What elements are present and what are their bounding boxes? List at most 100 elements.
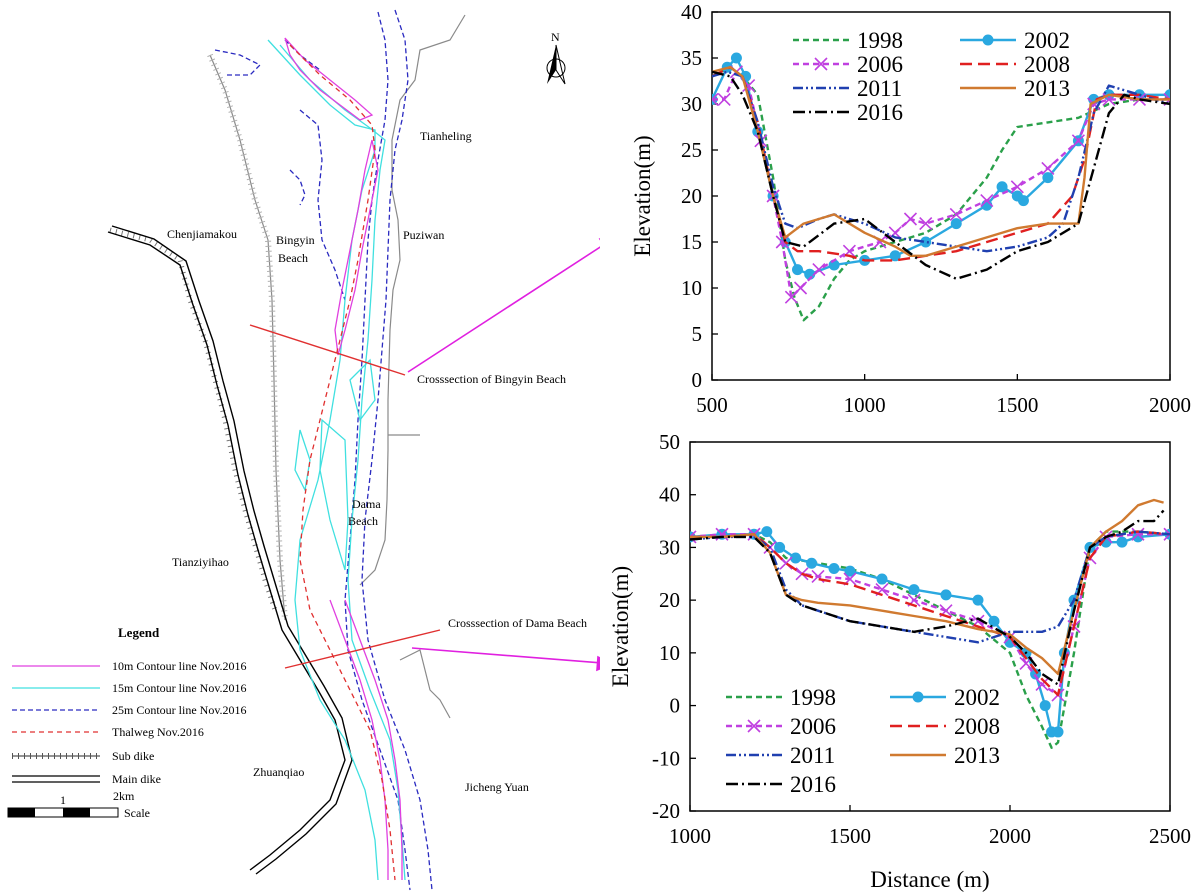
top-legend-label-2013: 2013 [1024, 76, 1070, 101]
bottom-ytick-label: 0 [670, 694, 681, 718]
arrow-to-bottom-chart [411, 647, 600, 672]
top-legend-label-2011: 2011 [857, 76, 902, 101]
scale-label-1: 1 [60, 793, 66, 807]
legend-swatch-maindike [12, 775, 100, 783]
place-tianziyihao: Tianziyihao [172, 555, 229, 569]
bottom-legend-marker-2006 [747, 719, 761, 733]
bottom-xtick-label: 1000 [669, 824, 711, 848]
top-series-2016 [712, 70, 1170, 280]
top-point-2002 [950, 218, 962, 230]
top-xtick-label: 2000 [1149, 393, 1191, 417]
sub-dikes [109, 14, 466, 719]
top-xtick-label: 1000 [844, 393, 886, 417]
main-dike [107, 225, 353, 875]
top-legend-marker-2002 [982, 34, 994, 46]
bottom-ylabel: Elevation(m) [608, 566, 633, 687]
bottom-plot-frame [689, 441, 1171, 812]
bottom-point-2002 [972, 594, 984, 606]
top-ytick-label: 35 [681, 46, 702, 70]
top-point-2006 [712, 92, 719, 106]
place-tianheling: Tianheling [420, 129, 472, 143]
bottom-point-2006 [1035, 677, 1049, 692]
bottom-series-2006 [690, 527, 1170, 702]
top-point-2002 [791, 264, 803, 276]
place-puziwan: Puziwan [403, 228, 444, 242]
bottom-point-2002 [761, 526, 773, 538]
bottom-point-2002 [1052, 726, 1064, 738]
contour-25m [214, 9, 433, 891]
scale-label: Scale [124, 806, 150, 820]
bottom-point-2002 [940, 589, 952, 601]
bottom-xlabel: Distance (m) [870, 867, 989, 892]
top-line-2016 [712, 70, 1170, 280]
bottom-point-2002 [876, 573, 888, 585]
bottom-line-2002 [690, 530, 1170, 734]
top-ytick-label: 5 [692, 322, 703, 346]
bottom-ytick-label: -10 [652, 746, 680, 770]
top-ytick-label: 25 [681, 138, 702, 162]
chart-top: 500 1000 1500 2000 0 5 10 15 20 25 30 35 40 Elevation… [630, 0, 1191, 417]
top-ylabel: Elevation(m) [630, 135, 655, 256]
bottom-line-2013 [690, 498, 1164, 676]
bottom-legend-label-2002: 2002 [954, 685, 1000, 710]
map-legend: Legend 10m Contour line Nov.2016 15m Con… [12, 625, 247, 786]
bottom-point-2002 [908, 584, 920, 596]
bottom-line-1998 [690, 530, 1170, 749]
thalweg [289, 44, 396, 881]
bottom-legend-label-2013: 2013 [954, 743, 1000, 768]
bottom-series-1998 [690, 530, 1170, 749]
top-ytick-label: 30 [681, 92, 702, 116]
place-crosssection-bingyin: Crosssection of Bingyin Beach [417, 372, 566, 386]
bottom-xtick-label: 1500 [829, 824, 871, 848]
place-crosssection-dama: Crosssection of Dama Beach [448, 616, 587, 630]
top-xtick-label: 1500 [996, 393, 1038, 417]
bottom-ytick-label: 10 [659, 641, 680, 665]
top-point-2002 [889, 250, 901, 262]
top-ytick-label: 40 [681, 0, 702, 24]
place-jicheng: Jicheng Yuan [465, 780, 529, 794]
bottom-ytick-label: 30 [659, 535, 680, 559]
top-point-2002 [1017, 195, 1029, 207]
bottom-series-2011 [690, 530, 1170, 644]
bottom-point-2002 [988, 615, 1000, 627]
bottom-point-2002 [1116, 536, 1128, 548]
place-zhuanqiao: Zhuanqiao [253, 765, 304, 779]
top-point-2002 [1042, 172, 1054, 184]
top-ytick-label: 15 [681, 230, 702, 254]
top-series-1998 [712, 65, 1170, 322]
top-legend-label-2016: 2016 [857, 100, 903, 125]
arrow-to-top-chart [407, 238, 600, 373]
top-legend-label-1998: 1998 [857, 28, 903, 53]
bottom-ytick-label: -20 [652, 799, 680, 823]
bottom-point-2006 [1163, 527, 1170, 541]
top-point-2002 [730, 52, 742, 64]
legend-title: Legend [118, 625, 160, 640]
bottom-point-2002 [774, 541, 786, 553]
bottom-point-2006 [690, 530, 697, 544]
bottom-xtick-label: 2000 [989, 824, 1031, 848]
bottom-ytick-label: 50 [659, 430, 680, 454]
top-point-2006 [1071, 134, 1085, 148]
top-point-2006 [793, 281, 808, 295]
north-arrow-icon [546, 44, 566, 85]
north-label: N [551, 30, 560, 44]
top-point-2006 [717, 92, 731, 106]
place-dama: Dama [352, 497, 381, 511]
bottom-line-2011 [690, 530, 1170, 644]
bottom-ytick-label: 20 [659, 588, 680, 612]
top-point-2006 [903, 212, 918, 226]
bottom-series-2002 [690, 526, 1170, 738]
top-point-2006 [1041, 161, 1055, 175]
place-bingyin-beach: Beach [278, 251, 308, 265]
bottom-legend-label-2008: 2008 [954, 714, 1000, 739]
river-map: N Tianheling Chenjiamakou Bingyin Beach … [7, 9, 600, 891]
bottom-point-2002 [806, 557, 818, 569]
bottom-legend-label-2016: 2016 [790, 772, 836, 797]
top-legend-marker-2006 [814, 57, 828, 71]
top-legend-label-2006: 2006 [857, 52, 903, 77]
bottom-line-2008 [690, 530, 1170, 697]
place-dama-beach: Beach [348, 514, 378, 528]
bottom-line-2016 [690, 509, 1165, 686]
bottom-series-2008 [690, 530, 1170, 697]
legend-label-10m: 10m Contour line Nov.2016 [112, 659, 247, 673]
